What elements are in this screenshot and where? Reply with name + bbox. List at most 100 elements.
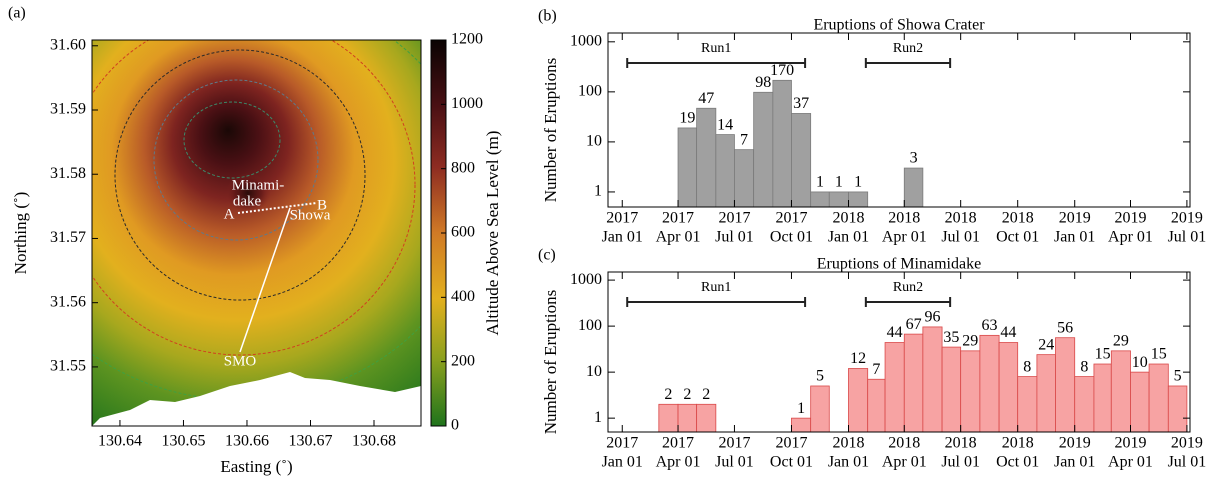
- bar-value-label: 19: [679, 110, 695, 127]
- chart-title: Eruptions of Minamidake: [817, 256, 981, 273]
- run-label: Run2: [893, 41, 923, 56]
- y-tick-label: 10: [586, 133, 602, 150]
- x-tick-label: 2017: [718, 435, 750, 452]
- y-tick-label: 1: [594, 183, 602, 200]
- x-tick-label: Apr 01: [1108, 454, 1153, 471]
- x-tick-label: 2017: [775, 210, 807, 227]
- figure: (a)130.64130.65130.66130.67130.6831.5531…: [0, 0, 1221, 481]
- x-tick-label: Oct 01: [996, 229, 1039, 246]
- bar-value-label: 170: [770, 62, 794, 79]
- bar-value-label: 8: [1023, 358, 1031, 375]
- map-annotation: SMO: [224, 353, 257, 369]
- bar-value-label: 24: [1038, 336, 1054, 353]
- colorbar-label: Altitude Above Sea Level (m): [483, 131, 502, 336]
- bar-value-label: 67: [906, 316, 922, 333]
- x-tick-label: Jan 01: [602, 229, 643, 246]
- x-tick-label: 130.67: [288, 433, 332, 450]
- x-tick-label: 2017: [606, 435, 638, 452]
- x-tick-label: 2018: [945, 435, 977, 452]
- bar: [773, 80, 792, 207]
- bar: [923, 327, 942, 432]
- x-tick-label: Oct 01: [770, 229, 813, 246]
- bar-value-label: 14: [717, 116, 733, 133]
- x-tick-label: Jan 01: [828, 229, 869, 246]
- colorbar-tick-label: 400: [451, 288, 475, 305]
- x-tick-label: 130.66: [225, 433, 269, 450]
- x-tick-label: 2019: [1114, 435, 1146, 452]
- y-tick-label: 31.56: [50, 293, 86, 310]
- colorbar-tick-label: 1200: [451, 31, 483, 48]
- bar: [716, 135, 735, 207]
- panel-label: (b): [538, 8, 557, 25]
- x-tick-label: Oct 01: [770, 454, 813, 471]
- y-tick-label: 1000: [570, 271, 602, 288]
- chart-title: Eruptions of Showa Crater: [813, 17, 985, 34]
- bar-value-label: 2: [683, 386, 691, 403]
- x-tick-label: Jul 01: [941, 229, 980, 246]
- x-tick-label: 2018: [832, 435, 864, 452]
- bar-value-label: 2: [664, 386, 672, 403]
- bar: [678, 404, 697, 432]
- x-tick-label: 2019: [1171, 435, 1203, 452]
- bar: [1149, 364, 1168, 432]
- colorbar-tick-label: 200: [451, 352, 475, 369]
- bar: [961, 351, 980, 432]
- x-tick-label: 2017: [718, 210, 750, 227]
- x-tick-label: Jan 01: [1054, 229, 1095, 246]
- bar-value-label: 15: [1151, 346, 1167, 363]
- x-tick-label: Jul 01: [715, 229, 754, 246]
- bar: [1075, 377, 1094, 432]
- bar-value-label: 5: [816, 368, 824, 385]
- bar-value-label: 12: [850, 350, 866, 367]
- bar: [868, 379, 885, 432]
- bar: [904, 168, 923, 207]
- y-tick-label: 31.60: [50, 36, 86, 53]
- x-tick-label: 2018: [1002, 210, 1034, 227]
- bar-value-label: 63: [981, 317, 997, 334]
- panel-label: (c): [538, 247, 556, 264]
- bar: [1094, 364, 1111, 432]
- bar-value-label: 56: [1057, 319, 1073, 336]
- x-tick-label: Jul 01: [1168, 454, 1207, 471]
- bar: [885, 343, 904, 432]
- bar-value-label: 7: [740, 131, 748, 148]
- bar-value-label: 10: [1132, 354, 1148, 371]
- x-tick-label: 2018: [888, 210, 920, 227]
- colorbar-tick-label: 600: [451, 224, 475, 241]
- map-annotation: A: [224, 206, 235, 222]
- x-tick-label: 2017: [662, 435, 694, 452]
- bar-value-label: 3: [910, 150, 918, 167]
- bar: [791, 113, 810, 207]
- map-annotation: Minami-: [232, 177, 285, 193]
- bar-value-label: 96: [924, 309, 940, 326]
- x-tick-label: Apr 01: [656, 229, 701, 246]
- bar-value-label: 44: [887, 324, 903, 341]
- bar-value-label: 7: [872, 361, 880, 378]
- x-tick-label: 2018: [945, 210, 977, 227]
- y-tick-label: 100: [578, 317, 602, 334]
- y-tick-label: 100: [578, 83, 602, 100]
- x-tick-label: 2017: [662, 210, 694, 227]
- bar: [1037, 355, 1056, 432]
- x-tick-label: 2019: [1171, 210, 1203, 227]
- bar: [904, 334, 923, 432]
- colorbar-tick-label: 1000: [451, 95, 483, 112]
- bar: [811, 386, 830, 432]
- y-tick-label: 1000: [570, 32, 602, 49]
- x-tick-label: Jul 01: [715, 454, 754, 471]
- panel-label: (a): [8, 5, 26, 22]
- y-axis-label: Northing (˚): [11, 192, 30, 275]
- bar-value-label: 15: [1095, 346, 1111, 363]
- bar-value-label: 35: [943, 329, 959, 346]
- bar-value-label: 29: [1113, 333, 1129, 350]
- bar: [754, 92, 773, 207]
- x-axis-label: Easting (˚): [220, 457, 292, 476]
- bar-value-label: 37: [793, 95, 809, 112]
- y-tick-label: 1: [594, 409, 602, 426]
- x-tick-label: 2019: [1059, 435, 1091, 452]
- x-tick-label: Oct 01: [996, 454, 1039, 471]
- bar-value-label: 29: [962, 333, 978, 350]
- bar-value-label: 5: [1174, 368, 1182, 385]
- bar: [1111, 351, 1130, 432]
- bar: [848, 192, 867, 207]
